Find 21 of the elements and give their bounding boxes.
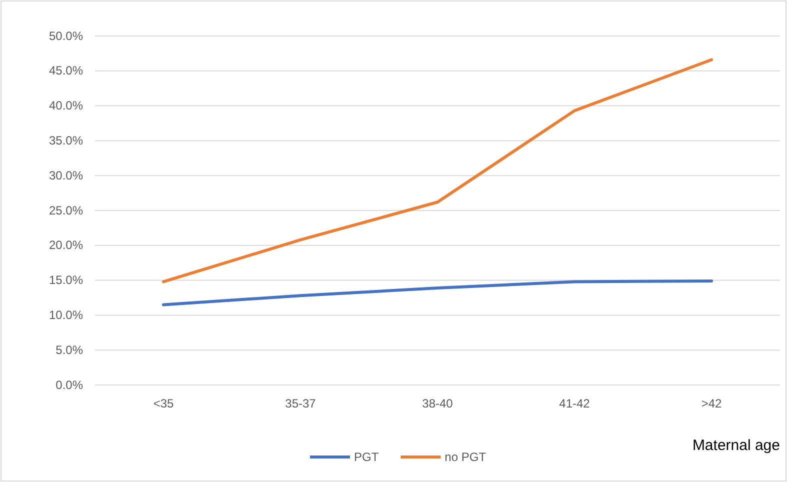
- x-tick-label: 38-40: [422, 396, 454, 411]
- line-series: [162, 280, 713, 306]
- legend-label: no PGT: [444, 450, 487, 464]
- y-tick-label: 40.0%: [48, 98, 84, 113]
- y-tick-label: 30.0%: [48, 168, 84, 182]
- y-tick-label: 45.0%: [48, 64, 84, 78]
- x-axis-title: Maternal age: [692, 437, 780, 454]
- y-tick-label: 15.0%: [48, 273, 84, 288]
- x-tick-label: 35-37: [285, 396, 316, 411]
- y-tick-label: 5.0%: [56, 342, 84, 357]
- y-tick-label: 25.0%: [48, 203, 84, 218]
- y-tick-label: 10.0%: [48, 308, 84, 322]
- line-series: [162, 58, 713, 284]
- y-tick-label: 50.0%: [48, 28, 84, 43]
- x-tick-label: 41-42: [559, 396, 590, 411]
- legend-label: PGT: [354, 450, 380, 464]
- x-tick-label: <35: [153, 396, 174, 411]
- y-tick-label: 20.0%: [48, 238, 84, 252]
- x-tick-label: >42: [701, 396, 722, 411]
- y-tick-label: 35.0%: [48, 134, 84, 148]
- y-tick-label: 0.0%: [56, 378, 84, 392]
